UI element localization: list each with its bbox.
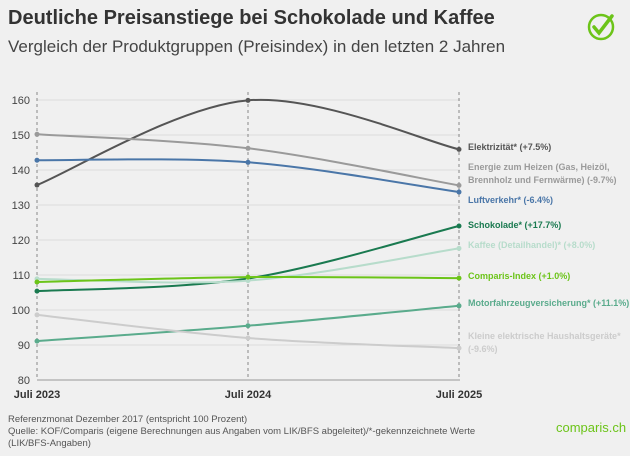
checkmark-logo-icon [587,13,615,41]
data-point [456,223,462,229]
y-tick-label: 120 [12,235,30,247]
y-tick-label: 100 [12,305,30,317]
series-label: Schokolade* (+17.7%) [468,220,561,230]
series-label: Brennholz und Fernwärme) (-9.7%) [468,175,617,185]
y-tick-label: 90 [18,340,30,352]
data-point [34,157,40,163]
series-line [36,313,460,350]
x-tick-label: Juli 2024 [225,389,272,401]
footnotes: Referenzmonat Dezember 2017 (entspricht … [8,414,518,450]
data-point [456,182,462,188]
data-point [456,189,462,195]
series-label: Comparis-Index (+1.0%) [468,271,570,281]
source-note: Quelle: KOF/Comparis (eigene Berechnunge… [8,426,476,449]
data-point [245,97,251,103]
data-point [245,159,251,165]
reference-note: Referenzmonat Dezember 2017 (entspricht … [8,414,248,425]
chart-title: Deutliche Preisanstiege bei Schokolade u… [8,7,495,29]
data-point [245,274,251,280]
data-point [245,335,251,341]
series-label: Elektrizität* (+7.5%) [468,142,551,152]
series-label: Motorfahrzeugversicherung* (+11.1%) [468,298,629,308]
data-point [456,303,462,309]
data-point [456,245,462,251]
series-label: Luftverkehr* (-6.4%) [468,195,553,205]
brand-text: comparis.ch [556,420,627,435]
data-point [456,345,462,351]
series-label: Kleine elektrische Haushaltsgeräte* [468,331,621,341]
data-point [34,182,40,188]
x-tick-label: Juli 2023 [14,389,60,401]
line-chart: 80 90 100 110 120 130 140 150 160 Juli 2023 Juli 2… [12,92,629,401]
data-point [245,323,251,329]
data-point [34,312,40,318]
data-point [34,131,40,137]
series-label: (-9.6%) [468,344,498,354]
data-point [34,279,40,285]
data-point [456,146,462,152]
data-point [34,338,40,344]
y-tick-label: 150 [12,130,30,142]
data-point [245,278,251,284]
data-point [456,275,462,281]
data-point [34,288,40,294]
y-tick-label: 110 [12,270,30,282]
series-label: Kaffee (Detailhandel)* (+8.0%) [468,240,595,250]
y-tick-label: 140 [12,165,30,177]
series-label: Energie zum Heizen (Gas, Heizöl, [468,162,610,172]
y-tick-label: 160 [12,95,30,107]
chart-subtitle: Vergleich der Produktgruppen (Preisindex… [8,37,506,56]
x-tick-label: Juli 2025 [436,389,482,401]
y-tick-label: 80 [18,375,30,387]
y-tick-label: 130 [12,200,30,212]
data-point [245,145,251,151]
